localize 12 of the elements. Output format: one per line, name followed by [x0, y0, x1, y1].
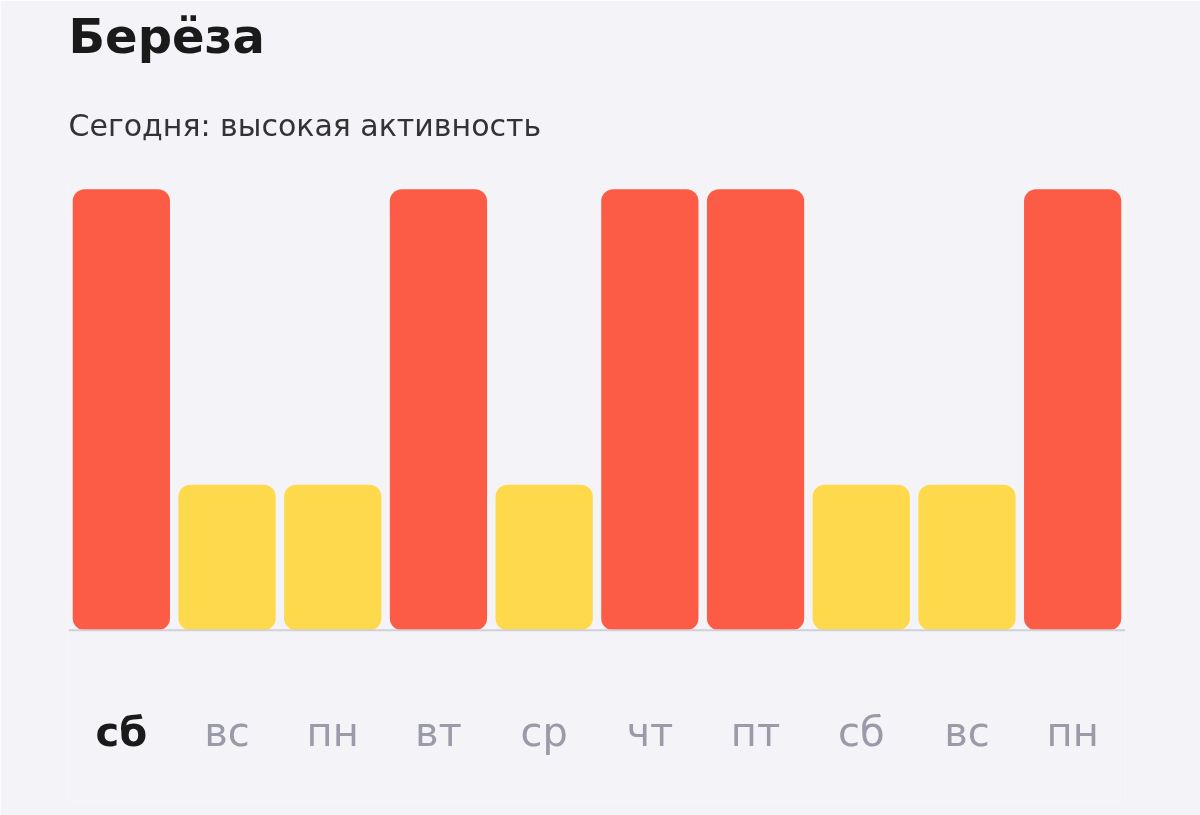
chart-title: Берёза — [68, 7, 265, 64]
x-tick-label: пт — [730, 708, 781, 755]
chart-subtitle: Сегодня: высокая активность — [68, 108, 542, 143]
x-tick-label: чт — [626, 708, 674, 755]
x-tick-label: сб — [95, 708, 148, 755]
x-tick-label: вт — [415, 708, 462, 755]
x-tick-label: ср — [520, 708, 568, 755]
x-tick-label: пн — [306, 708, 359, 755]
x-tick-label: пн — [1046, 708, 1099, 755]
x-tick-label: сб — [837, 708, 885, 755]
x-tick-label: вс — [204, 708, 250, 755]
x-tick-label: вс — [944, 708, 990, 755]
